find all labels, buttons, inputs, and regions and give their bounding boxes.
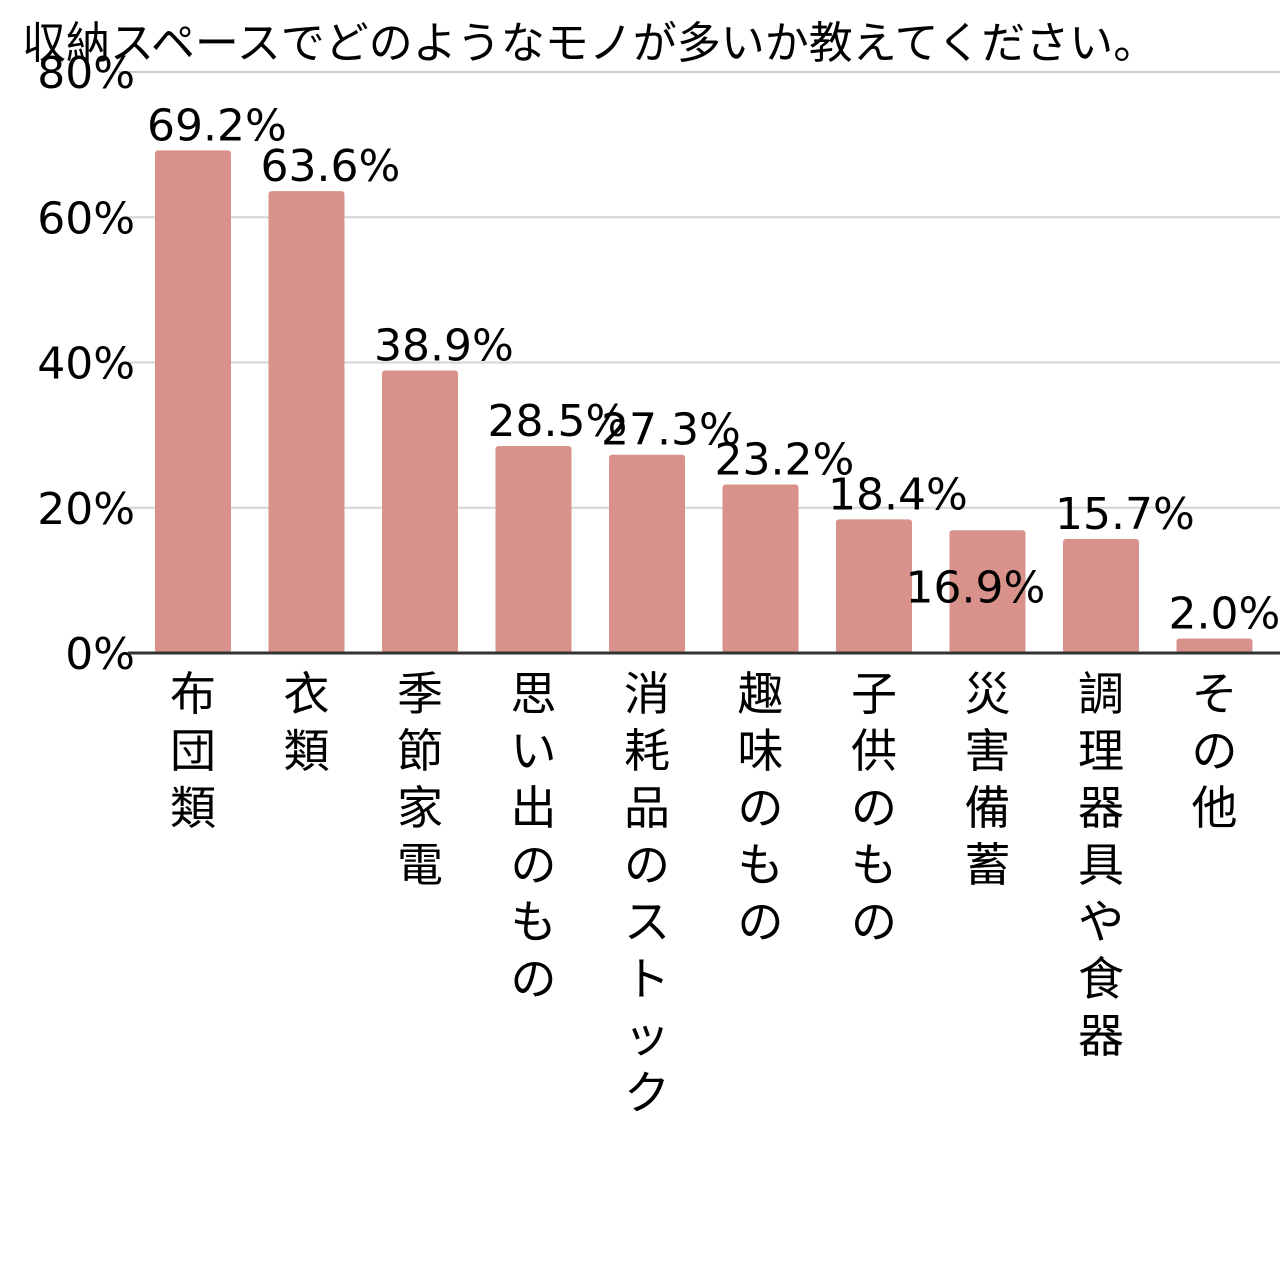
category-label: 布団類 [170,667,216,835]
y-tick-label: 20% [37,484,135,535]
data-label: 27.3% [601,405,741,456]
data-label: 15.7% [1055,489,1195,540]
bar [268,191,345,654]
category-label: 子供のもの [851,667,897,949]
y-tick-label: 80% [37,48,135,99]
category-label: 災害備蓄 [965,667,1011,892]
bar [382,370,458,653]
category-label: その他 [1192,667,1238,835]
bars [155,150,1253,654]
data-label: 69.2% [147,100,287,151]
category-label: 趣味のもの [738,667,784,949]
y-tick-label: 40% [37,339,135,390]
bar [1176,638,1253,653]
category-label: 季節家電 [397,667,443,892]
data-labels: 69.2%63.6% 38.9% 28.5%27.3%23.2%18.4% 16.9%… [147,100,1280,639]
data-label: 38.9% [374,320,514,371]
y-axis-ticks: 0% 20% 40% 60% 80% [37,48,135,680]
bar [155,150,231,653]
data-label: 2.0% [1169,588,1280,639]
data-label: 18.4% [828,469,968,520]
bar [836,519,912,653]
bar [1063,538,1139,653]
data-label: 63.6% [261,141,401,192]
category-label: 衣類 [284,667,330,778]
bar [722,484,799,653]
data-label: 16.9% [906,562,1046,613]
data-label: 23.2% [715,435,855,486]
data-label: 28.5% [488,396,628,447]
category-label: 消耗品のストック [624,667,670,1120]
bar [495,446,572,653]
category-label: 調理器具や食器 [1078,667,1124,1063]
bar [609,454,685,653]
y-tick-label: 0% [65,629,135,680]
category-label: 思い出のもの [511,667,557,1006]
category-labels: 布団類 衣類 季節家電 思い出のもの 消耗品のストック 趣味のもの 子供のもの 災害備蓄 調理器… [170,667,1238,1120]
chart-title: 収納スペースでどのようなモノが多いか教えてください。 [22,18,1157,69]
y-tick-label: 60% [37,193,135,244]
bar [949,530,1026,653]
